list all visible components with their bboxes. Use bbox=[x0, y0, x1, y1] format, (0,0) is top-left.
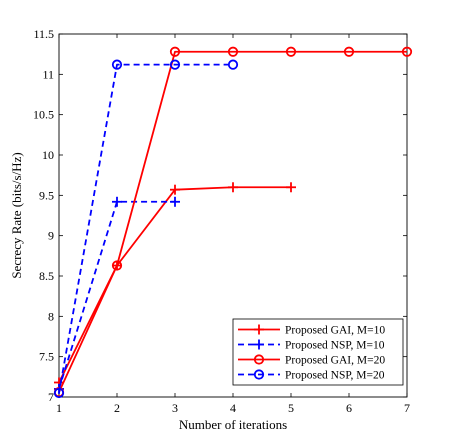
legend-label: Proposed GAI, M=10 bbox=[285, 325, 385, 337]
legend-marker bbox=[254, 324, 264, 335]
axes-box bbox=[58, 33, 408, 398]
data-point bbox=[286, 182, 296, 193]
data-point bbox=[401, 46, 413, 57]
y-tick-label: 7 bbox=[48, 390, 54, 404]
legend-entry: Proposed GAI, M=20 bbox=[238, 354, 385, 367]
y-tick-label: 7.5 bbox=[39, 350, 54, 364]
x-tick-label: 3 bbox=[172, 401, 178, 415]
legend-marker bbox=[254, 339, 264, 350]
y-tick-label: 10.5 bbox=[33, 108, 54, 122]
y-tick-label: 11 bbox=[42, 67, 54, 81]
data-point bbox=[170, 184, 180, 195]
series-line bbox=[58, 50, 407, 393]
data-point bbox=[285, 46, 297, 57]
legend-label: Proposed NSP, M=20 bbox=[285, 370, 385, 382]
data-point bbox=[112, 196, 122, 207]
legend-entry: Proposed NSP, M=20 bbox=[238, 369, 385, 382]
legend-entry: Proposed NSP, M=10 bbox=[238, 339, 385, 352]
legend-label: Proposed GAI, M=20 bbox=[285, 355, 385, 367]
axes: 1 2 3 4 5 6 7 7 7.5 8 8.5 9 9.5 10 10.5 11 11.5 bbox=[33, 27, 410, 415]
data-point bbox=[343, 46, 355, 57]
data-point bbox=[169, 59, 181, 70]
x-tick-label: 7 bbox=[404, 401, 410, 415]
data-point bbox=[228, 182, 238, 193]
y-tick-label: 8.5 bbox=[39, 269, 54, 283]
x-tick-label: 6 bbox=[346, 401, 352, 415]
y-tick-label: 8 bbox=[48, 309, 54, 323]
series-line bbox=[58, 63, 233, 394]
y-tick-label: 10 bbox=[42, 148, 54, 162]
legend: Proposed GAI, M=10 Proposed NSP, M=10 Prop… bbox=[232, 318, 404, 386]
data-point bbox=[53, 387, 65, 399]
x-axis-label: Number of iterations bbox=[179, 417, 287, 432]
series-4 bbox=[53, 59, 239, 399]
series-layer bbox=[53, 46, 413, 399]
x-tick-label: 2 bbox=[114, 401, 120, 415]
data-point bbox=[227, 46, 239, 57]
legend-entry: Proposed GAI, M=10 bbox=[238, 324, 385, 337]
data-point bbox=[170, 196, 180, 207]
y-tick-label: 9 bbox=[48, 229, 54, 243]
x-tick-label: 4 bbox=[230, 401, 236, 415]
data-point bbox=[227, 59, 239, 70]
x-tick-label: 5 bbox=[288, 401, 294, 415]
legend-marker bbox=[253, 369, 265, 380]
x-tick-label: 1 bbox=[56, 401, 62, 415]
y-tick-label: 11.5 bbox=[33, 27, 54, 41]
legend-label: Proposed NSP, M=10 bbox=[285, 340, 385, 352]
legend-marker bbox=[253, 354, 265, 365]
y-tick-label: 9.5 bbox=[39, 188, 54, 202]
data-point bbox=[111, 260, 123, 271]
y-axis-label: Secrecy Rate (bits/s/Hz) bbox=[9, 152, 24, 278]
data-point bbox=[169, 46, 181, 57]
data-point bbox=[111, 59, 123, 70]
